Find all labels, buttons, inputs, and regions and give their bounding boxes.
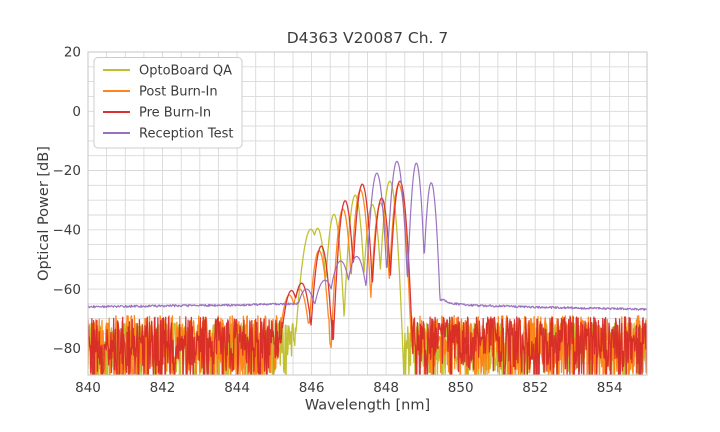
x-tick-label: 842 <box>150 380 176 396</box>
chart-title: D4363 V20087 Ch. 7 <box>287 29 449 47</box>
legend-box <box>93 57 243 149</box>
tick-layer: 840 842 844 846 848 850 852 854 20 0 −20 −40 −60 −80 <box>53 45 623 396</box>
legend-entry: Pre Burn-In <box>103 106 211 121</box>
x-tick-label: 840 <box>75 380 101 396</box>
legend-label-reception-test: Reception Test <box>139 127 233 142</box>
x-tick-label: 852 <box>522 380 548 396</box>
y-tick-label: −40 <box>53 223 82 239</box>
y-axis-label: Optical Power [dB] <box>36 146 52 281</box>
y-tick-label: 0 <box>72 104 81 120</box>
x-tick-label: 850 <box>448 380 474 396</box>
x-axis-label: Wavelength [nm] <box>305 398 430 414</box>
legend-label-post-burn-in: Post Burn-In <box>139 85 218 100</box>
legend-entry: OptoBoard QA <box>103 64 232 79</box>
plot-frame <box>87 51 648 376</box>
y-tick-label: −60 <box>53 282 82 298</box>
legend-entry: Reception Test <box>103 127 233 142</box>
y-tick-label: 20 <box>64 45 81 61</box>
series-line-pre-burn-in <box>88 180 647 375</box>
series-line-reception-test <box>88 160 647 311</box>
legend-entry: Post Burn-In <box>103 85 218 100</box>
series-layer <box>88 160 647 375</box>
y-tick-label: −20 <box>53 163 82 179</box>
y-tick-label: −80 <box>53 341 82 357</box>
legend: OptoBoard QA Post Burn-In Pre Burn-In Re… <box>93 57 243 149</box>
legend-label-optoboard-qa: OptoBoard QA <box>139 64 232 79</box>
x-tick-label: 846 <box>299 380 325 396</box>
x-tick-label: 854 <box>597 380 623 396</box>
x-tick-label: 848 <box>373 380 399 396</box>
x-tick-label: 844 <box>224 380 250 396</box>
legend-label-pre-burn-in: Pre Burn-In <box>139 106 211 121</box>
